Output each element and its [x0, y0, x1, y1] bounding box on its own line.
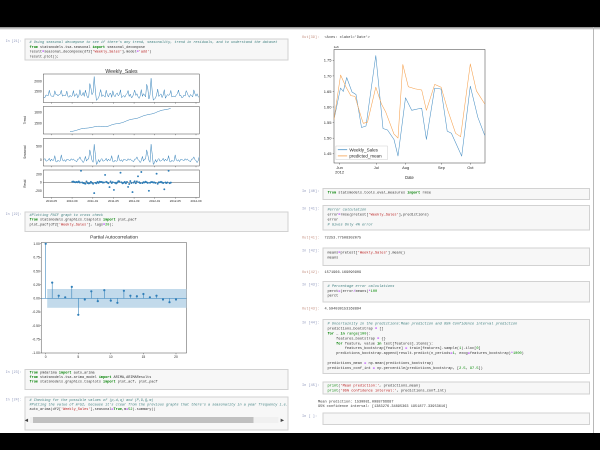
svg-text:Sep: Sep: [438, 165, 446, 170]
svg-text:0.75: 0.75: [33, 256, 40, 260]
svg-text:Jun: Jun: [336, 165, 342, 170]
svg-text:1.65: 1.65: [324, 89, 333, 94]
svg-text:2011-05: 2011-05: [108, 199, 119, 203]
svg-text:2010-05: 2010-05: [46, 199, 57, 203]
svg-text:-1.00: -1.00: [32, 351, 40, 355]
svg-text:Seasonal: Seasonal: [23, 145, 27, 159]
svg-text:20: 20: [174, 355, 178, 359]
svg-text:1.70: 1.70: [324, 73, 333, 78]
svg-text:Aug: Aug: [402, 165, 409, 170]
svg-text:2012: 2012: [335, 170, 345, 175]
svg-text:2012-09: 2012-09: [190, 199, 201, 203]
svg-text:15: 15: [142, 355, 146, 359]
svg-text:1.75: 1.75: [324, 58, 333, 63]
svg-text:0: 0: [40, 158, 42, 162]
svg-text:0: 0: [40, 181, 42, 185]
svg-text:1.50: 1.50: [324, 136, 333, 141]
svg-text:1.00: 1.00: [33, 242, 40, 246]
svg-text:Date: Date: [405, 175, 414, 180]
svg-text:1500: 1500: [34, 90, 42, 94]
svg-text:Weekly_Sales: Weekly_Sales: [105, 69, 138, 75]
svg-text:2011-09: 2011-09: [129, 199, 140, 203]
svg-text:-200: -200: [35, 189, 42, 193]
svg-text:0.25: 0.25: [33, 283, 40, 287]
svg-text:500: 500: [36, 145, 42, 149]
svg-text:1.60: 1.60: [324, 104, 333, 109]
svg-text:2011-01: 2011-01: [87, 199, 98, 203]
svg-text:2010-09: 2010-09: [67, 199, 78, 203]
svg-text:Trend: Trend: [23, 116, 27, 124]
svg-text:predicted_mean: predicted_mean: [349, 154, 382, 159]
svg-text:5: 5: [77, 355, 79, 359]
svg-text:10: 10: [109, 355, 113, 359]
svg-text:Oct: Oct: [467, 165, 474, 170]
svg-text:2012-05: 2012-05: [170, 199, 181, 203]
svg-text:1.55: 1.55: [324, 120, 333, 125]
svg-text:0.00: 0.00: [33, 297, 40, 301]
svg-text:200: 200: [36, 172, 42, 176]
svg-text:1600: 1600: [34, 111, 42, 115]
svg-text:0.50: 0.50: [33, 269, 40, 273]
svg-text:Jul: Jul: [374, 165, 379, 170]
svg-text:-0.75: -0.75: [32, 338, 40, 342]
svg-text:2000: 2000: [34, 80, 42, 84]
svg-text:Partial Autocorrelation: Partial Autocorrelation: [90, 235, 138, 241]
svg-text:Resid: Resid: [23, 179, 27, 187]
svg-text:-0.50: -0.50: [32, 324, 40, 328]
svg-text:1500: 1500: [34, 122, 42, 126]
svg-text:2012-01: 2012-01: [149, 199, 160, 203]
svg-text:-0.25: -0.25: [32, 310, 40, 314]
svg-text:1e6: 1e6: [334, 45, 339, 49]
svg-text:0: 0: [45, 355, 47, 359]
svg-text:1.45: 1.45: [324, 151, 333, 156]
svg-text:Weekly_Sales: Weekly_Sales: [349, 147, 378, 152]
